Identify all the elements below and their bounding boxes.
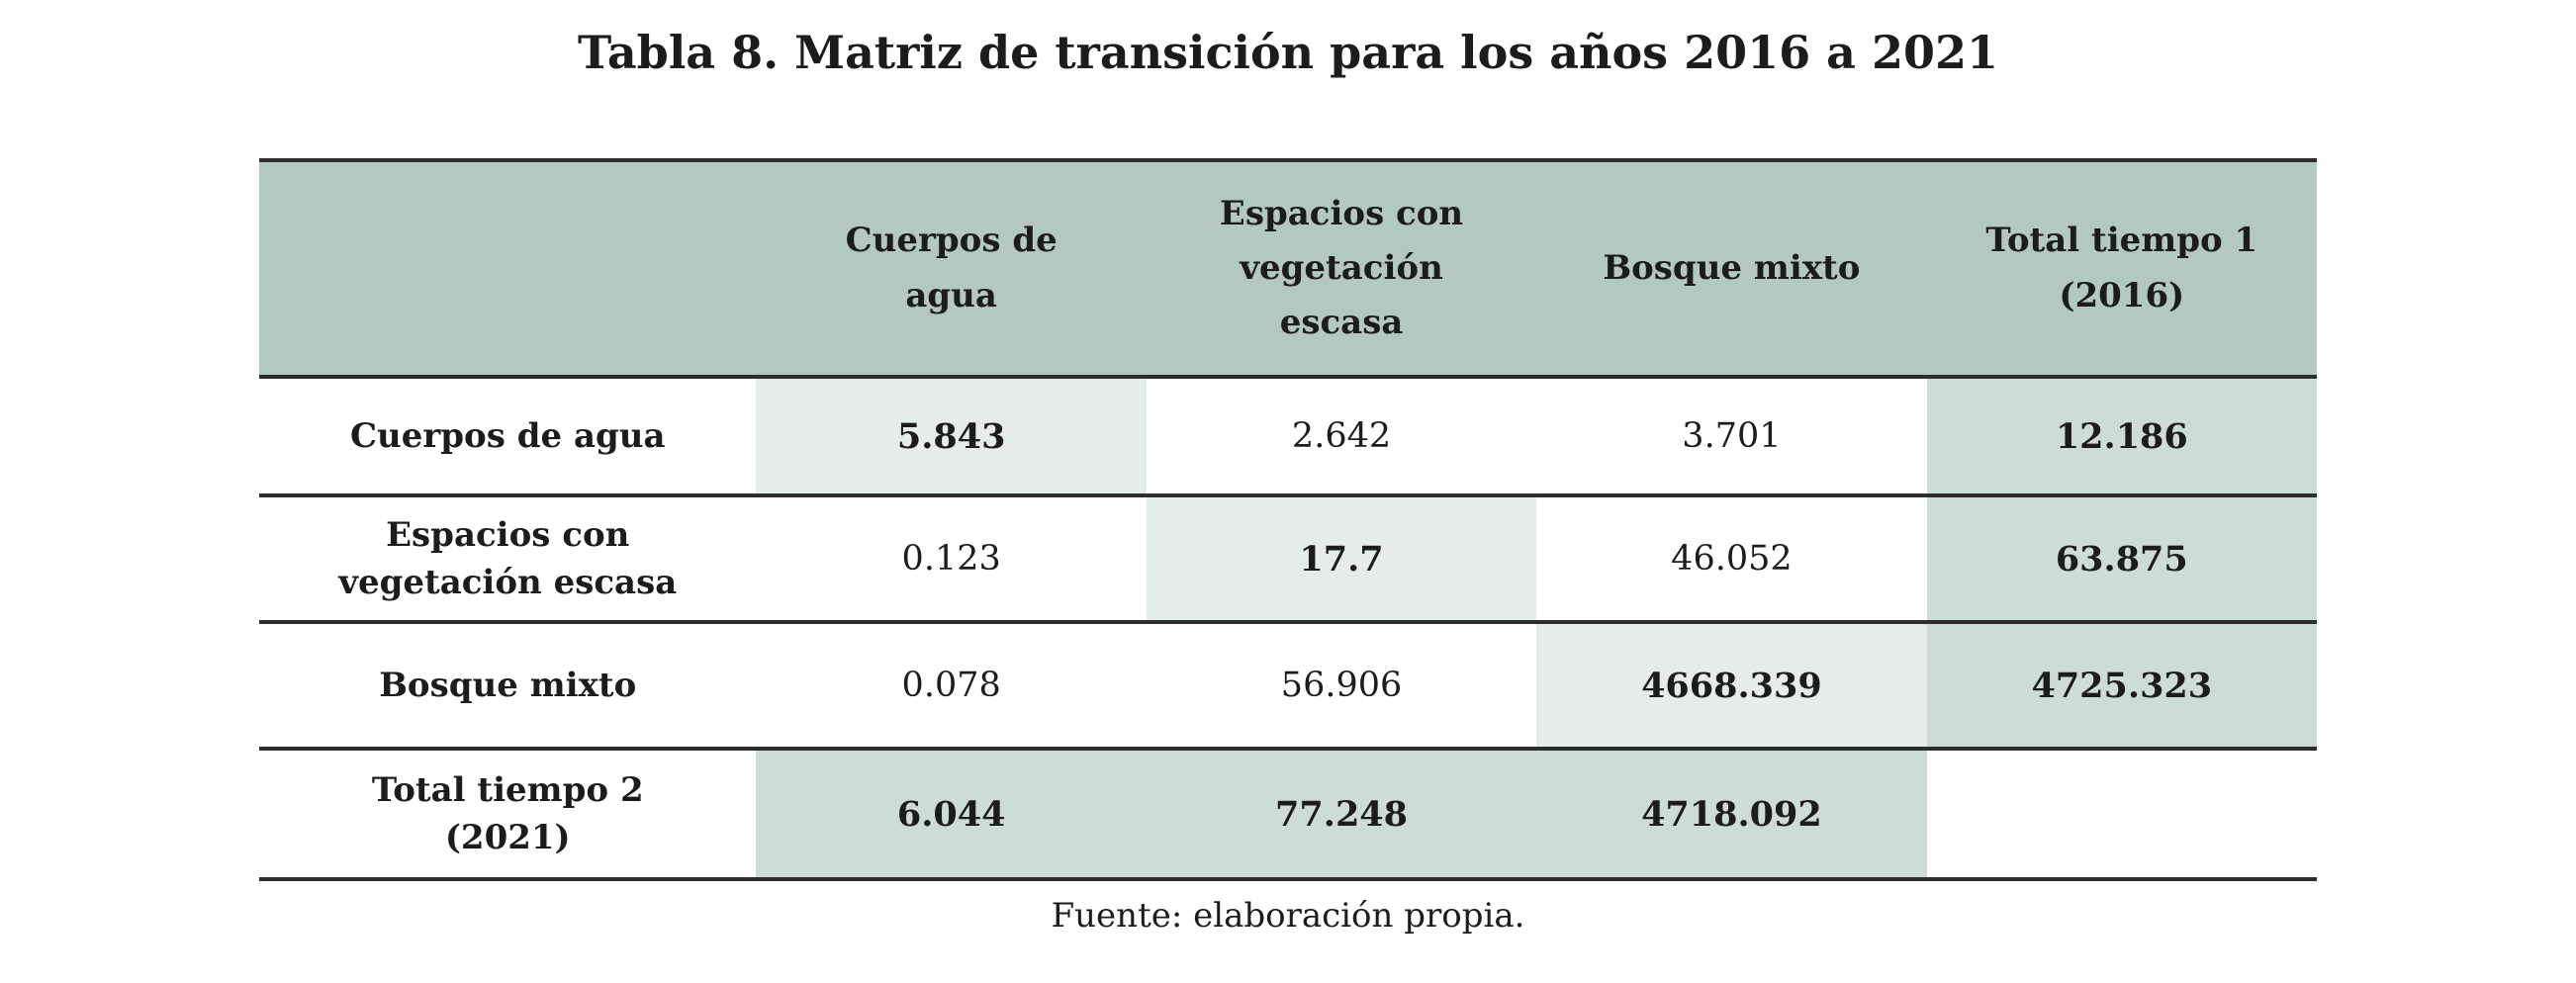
transition-matrix-table: Cuerpos de agua Espacios con vegetación … <box>259 158 2317 881</box>
matrix-cell: 56.906 <box>1146 622 1537 749</box>
column-header-espacios-vegetacion-escasa: Espacios con vegetación escasa <box>1146 160 1537 377</box>
table-row-espacios-vegetacion-escasa: Espacios con vegetación escasa 0.123 17.… <box>259 495 2317 622</box>
row-header-cuerpos-de-agua: Cuerpos de agua <box>259 377 757 495</box>
matrix-cell-diagonal: 4668.339 <box>1536 622 1927 749</box>
total-cell-row-2: 63.875 <box>1926 495 2317 622</box>
matrix-cell: 2.642 <box>1146 377 1537 495</box>
table-row-cuerpos-de-agua: Cuerpos de agua 5.843 2.642 3.701 12.186 <box>259 377 2317 495</box>
table-title: Tabla 8. Matriz de transición para los a… <box>578 26 1998 79</box>
table-row-total-tiempo-2: Total tiempo 2 (2021) 6.044 77.248 4718.… <box>259 749 2317 879</box>
row-header-bosque-mixto: Bosque mixto <box>259 622 757 749</box>
matrix-cell-diagonal: 17.7 <box>1146 495 1537 622</box>
source-note: Fuente: elaboración propia. <box>1051 896 1525 936</box>
total-cell-row-3: 4725.323 <box>1926 622 2317 749</box>
corner-cell <box>259 160 757 377</box>
total-cell-col-1: 6.044 <box>756 749 1147 879</box>
column-header-total-tiempo-1: Total tiempo 1 (2016) <box>1926 160 2317 377</box>
total-cell-col-2: 77.248 <box>1146 749 1537 879</box>
table-row-bosque-mixto: Bosque mixto 0.078 56.906 4668.339 4725.… <box>259 622 2317 749</box>
matrix-cell: 46.052 <box>1536 495 1927 622</box>
matrix-cell: 0.123 <box>756 495 1147 622</box>
total-cell-row-1: 12.186 <box>1926 377 2317 495</box>
column-header-bosque-mixto: Bosque mixto <box>1536 160 1927 377</box>
matrix-cell: 3.701 <box>1536 377 1927 495</box>
header-row: Cuerpos de agua Espacios con vegetación … <box>259 160 2317 377</box>
matrix-cell-diagonal: 5.843 <box>756 377 1147 495</box>
column-header-cuerpos-de-agua: Cuerpos de agua <box>756 160 1147 377</box>
matrix-cell: 0.078 <box>756 622 1147 749</box>
total-cell-col-3: 4718.092 <box>1536 749 1927 879</box>
row-header-total-tiempo-2: Total tiempo 2 (2021) <box>259 749 757 879</box>
empty-grand-total-cell <box>1926 749 2317 879</box>
row-header-espacios-vegetacion-escasa: Espacios con vegetación escasa <box>259 495 757 622</box>
